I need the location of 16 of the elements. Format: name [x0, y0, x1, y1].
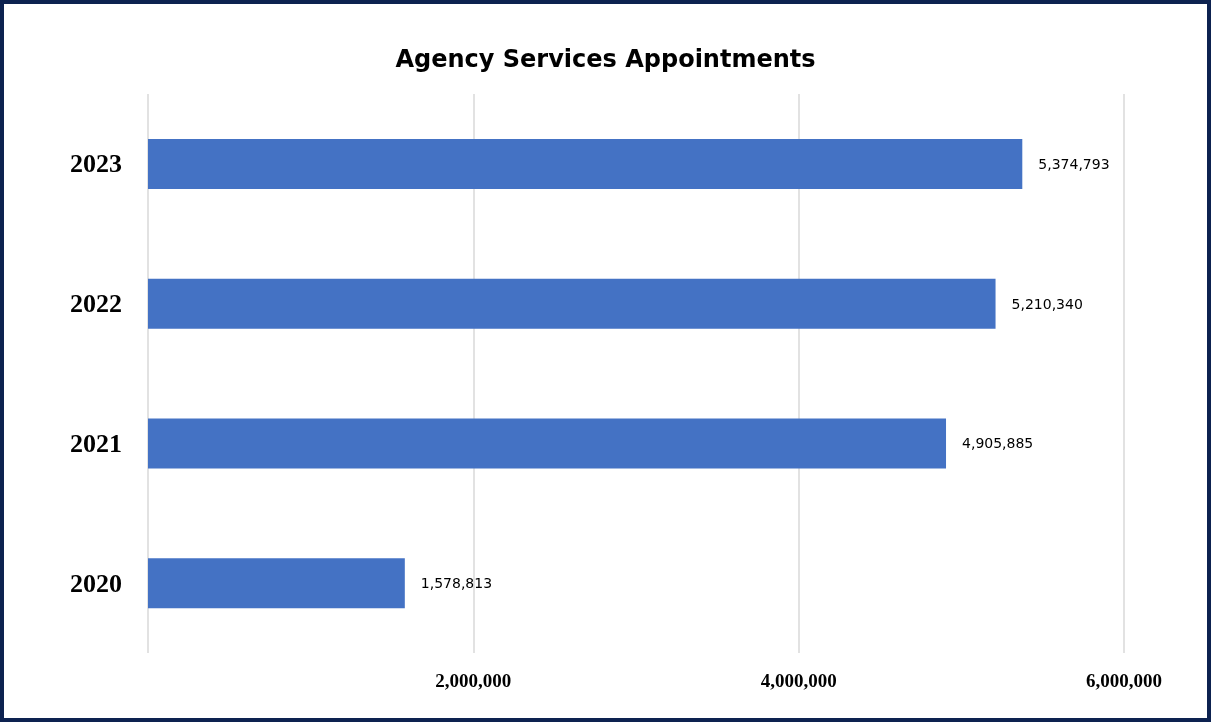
data-label: 1,578,813 — [420, 575, 493, 592]
x-tick-label: 4,000,000 — [760, 670, 837, 691]
bar — [148, 418, 947, 469]
y-tick-label: 2023 — [70, 149, 122, 179]
y-tick-label: 2021 — [70, 428, 122, 458]
data-label: 4,905,885 — [962, 435, 1034, 452]
data-label: 5,374,793 — [1038, 155, 1110, 172]
data-label: 5,210,340 — [1011, 295, 1083, 312]
bar — [148, 278, 996, 329]
bar — [148, 138, 1023, 189]
bar — [148, 558, 405, 609]
y-tick-label: 2022 — [70, 289, 122, 319]
x-tick-label: 6,000,000 — [1086, 670, 1162, 691]
y-tick-label: 2020 — [70, 568, 122, 598]
chart-title: Agency Services Appointments — [395, 45, 816, 73]
x-tick-label: 2,000,000 — [435, 670, 512, 691]
